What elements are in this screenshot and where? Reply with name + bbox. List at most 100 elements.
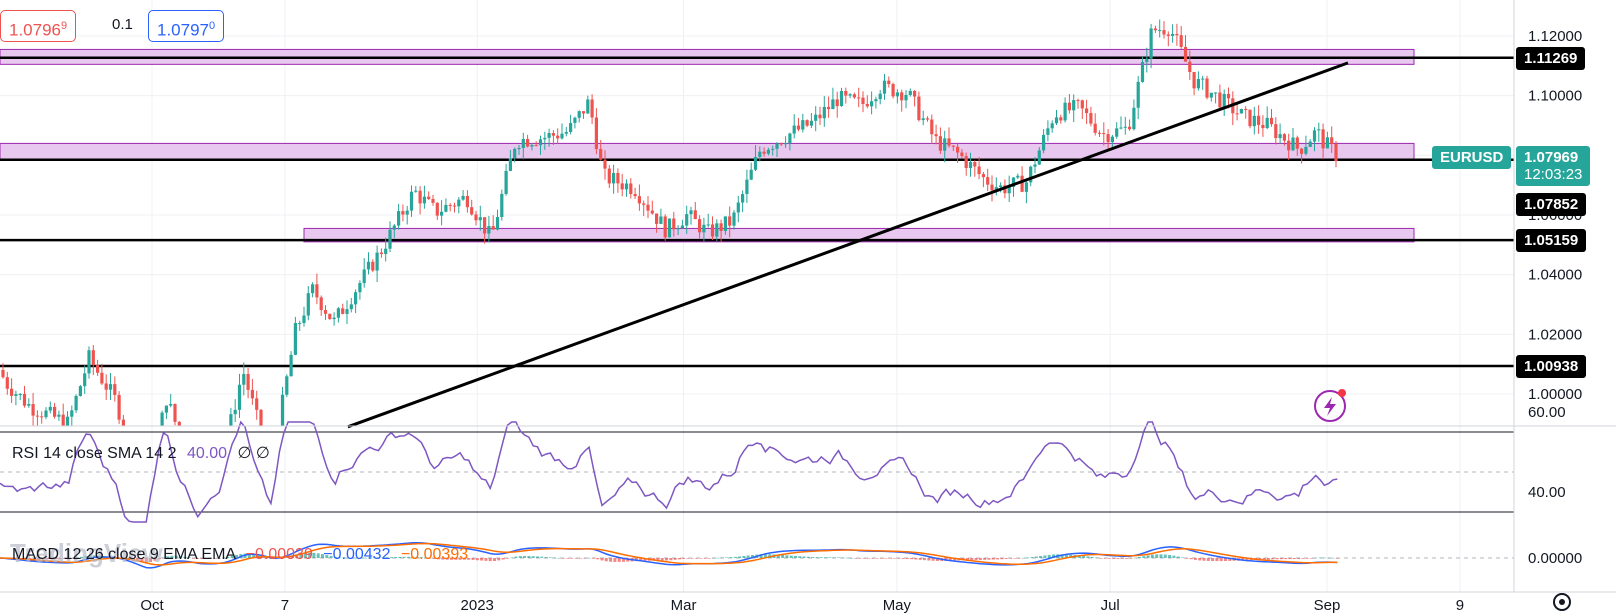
macd-histogram-bar bbox=[493, 558, 496, 562]
candle-body bbox=[61, 414, 65, 426]
candle-body bbox=[336, 308, 340, 318]
candle-body bbox=[861, 97, 865, 104]
macd-histogram-bar bbox=[505, 558, 509, 559]
candle-body bbox=[607, 168, 611, 184]
rsi-line bbox=[0, 420, 1338, 523]
bid-price-box[interactable]: 1.07969 bbox=[0, 10, 77, 42]
macd-histogram-bar bbox=[931, 558, 935, 561]
candle-body bbox=[710, 224, 715, 237]
level-tag[interactable]: 1.11269 bbox=[1516, 47, 1586, 70]
macd-legend-histogram: −0.00039 bbox=[245, 546, 313, 563]
macd-legend-signal: −0.00393 bbox=[400, 546, 469, 563]
candle-body bbox=[762, 151, 766, 154]
grid-lines bbox=[0, 0, 1514, 592]
macd-histogram-bar bbox=[1150, 554, 1154, 558]
macd-histogram-bar bbox=[1241, 558, 1245, 561]
macd-histogram-bar bbox=[815, 557, 819, 558]
time-tick-label: Oct bbox=[140, 597, 164, 614]
macd-histogram-bar bbox=[1258, 558, 1262, 560]
candle-body bbox=[388, 229, 392, 249]
macd-histogram-bar bbox=[144, 558, 148, 563]
candle-body bbox=[44, 410, 48, 418]
macd-histogram-bar bbox=[514, 556, 518, 558]
level-tag[interactable]: 1.07852 bbox=[1516, 193, 1587, 216]
level-tag[interactable]: 1.05159 bbox=[1516, 229, 1587, 252]
macd-histogram-bar bbox=[230, 555, 234, 558]
macd-histogram-bar bbox=[1095, 557, 1098, 559]
candle-body bbox=[805, 120, 809, 126]
macd-histogram-bar bbox=[875, 558, 879, 559]
macd-histogram-bar bbox=[346, 557, 350, 559]
candle-body bbox=[1097, 132, 1102, 134]
macd-histogram-bar bbox=[548, 557, 552, 558]
macd-histogram-bar bbox=[540, 556, 544, 558]
macd-histogram-bar bbox=[708, 558, 711, 559]
candle-body bbox=[655, 213, 659, 224]
macd-histogram-bar bbox=[587, 557, 591, 559]
last-price-tag[interactable]: 1.07969 12:03:23 bbox=[1516, 146, 1591, 186]
macd-legend[interactable]: MACD 12 26 close 9 EMA EMA −0.00039 −0.0… bbox=[12, 546, 468, 564]
candle-body bbox=[715, 223, 719, 237]
macd-histogram-bar bbox=[174, 555, 178, 558]
macd-histogram-bar bbox=[1082, 555, 1086, 558]
macd-histogram-bar bbox=[398, 556, 402, 558]
horizontal-levels bbox=[0, 56, 1514, 368]
candle-body bbox=[530, 145, 534, 147]
macd-histogram-bar bbox=[355, 557, 359, 559]
candle-body bbox=[478, 217, 482, 221]
macd-histogram-bar bbox=[1086, 556, 1090, 558]
candle-body bbox=[470, 207, 474, 215]
candle-body bbox=[925, 118, 930, 120]
candle-body bbox=[22, 393, 27, 406]
candle-body bbox=[366, 261, 371, 270]
candle-body bbox=[1300, 148, 1304, 154]
settings-gear-icon[interactable] bbox=[1553, 593, 1571, 611]
candle-body bbox=[1153, 28, 1157, 31]
level-tag[interactable]: 1.00938 bbox=[1516, 355, 1587, 378]
candle-body bbox=[1089, 113, 1093, 124]
candle-body bbox=[534, 145, 538, 147]
macd-histogram-bar bbox=[716, 557, 720, 559]
macd-histogram-bar bbox=[1047, 554, 1051, 558]
trendline[interactable] bbox=[347, 61, 1349, 429]
macd-histogram-bar bbox=[1211, 558, 1215, 562]
rsi-pane bbox=[0, 420, 1514, 523]
macd-histogram-bar bbox=[1245, 558, 1249, 561]
ask-price-box[interactable]: 1.07970 bbox=[148, 10, 225, 42]
candle-body bbox=[667, 218, 672, 238]
macd-histogram-bar bbox=[1103, 558, 1107, 559]
macd-histogram-bar bbox=[1099, 558, 1103, 559]
macd-histogram-bar bbox=[806, 556, 810, 558]
candle-body bbox=[375, 252, 379, 271]
macd-histogram-bar bbox=[458, 558, 462, 560]
candle-body bbox=[311, 284, 315, 294]
macd-histogram-bar bbox=[970, 558, 974, 561]
macd-histogram-bar bbox=[776, 554, 780, 558]
macd-histogram-bar bbox=[974, 558, 978, 561]
rsi-tick-label: 60.00 bbox=[1528, 404, 1566, 421]
macd-histogram-bar bbox=[471, 558, 475, 560]
candle-body bbox=[173, 404, 177, 422]
macd-histogram-bar bbox=[845, 557, 849, 559]
lightning-icon[interactable] bbox=[1314, 389, 1346, 422]
candle-body bbox=[233, 409, 237, 415]
candle-body bbox=[908, 91, 912, 95]
candle-body bbox=[1020, 175, 1024, 192]
candle-body bbox=[551, 133, 555, 136]
macd-histogram-bar bbox=[729, 557, 733, 558]
candle-body bbox=[1261, 124, 1265, 129]
time-tick-label: 7 bbox=[281, 597, 289, 614]
rsi-legend[interactable]: RSI 14 close SMA 14 2 40.00 ∅ ∅ bbox=[12, 443, 270, 463]
candle-body bbox=[345, 309, 349, 314]
candle-body bbox=[91, 350, 95, 366]
candle-body bbox=[1102, 133, 1106, 135]
candle-body bbox=[414, 190, 418, 192]
price-tick-label: 1.12000 bbox=[1528, 28, 1582, 45]
macd-histogram-bar bbox=[604, 558, 608, 562]
macd-histogram-bar bbox=[321, 554, 324, 558]
symbol-tag[interactable]: EURUSD bbox=[1432, 146, 1512, 169]
macd-histogram-bar bbox=[325, 555, 329, 558]
macd-histogram-bar bbox=[1297, 558, 1301, 559]
macd-histogram-bar bbox=[935, 558, 939, 561]
